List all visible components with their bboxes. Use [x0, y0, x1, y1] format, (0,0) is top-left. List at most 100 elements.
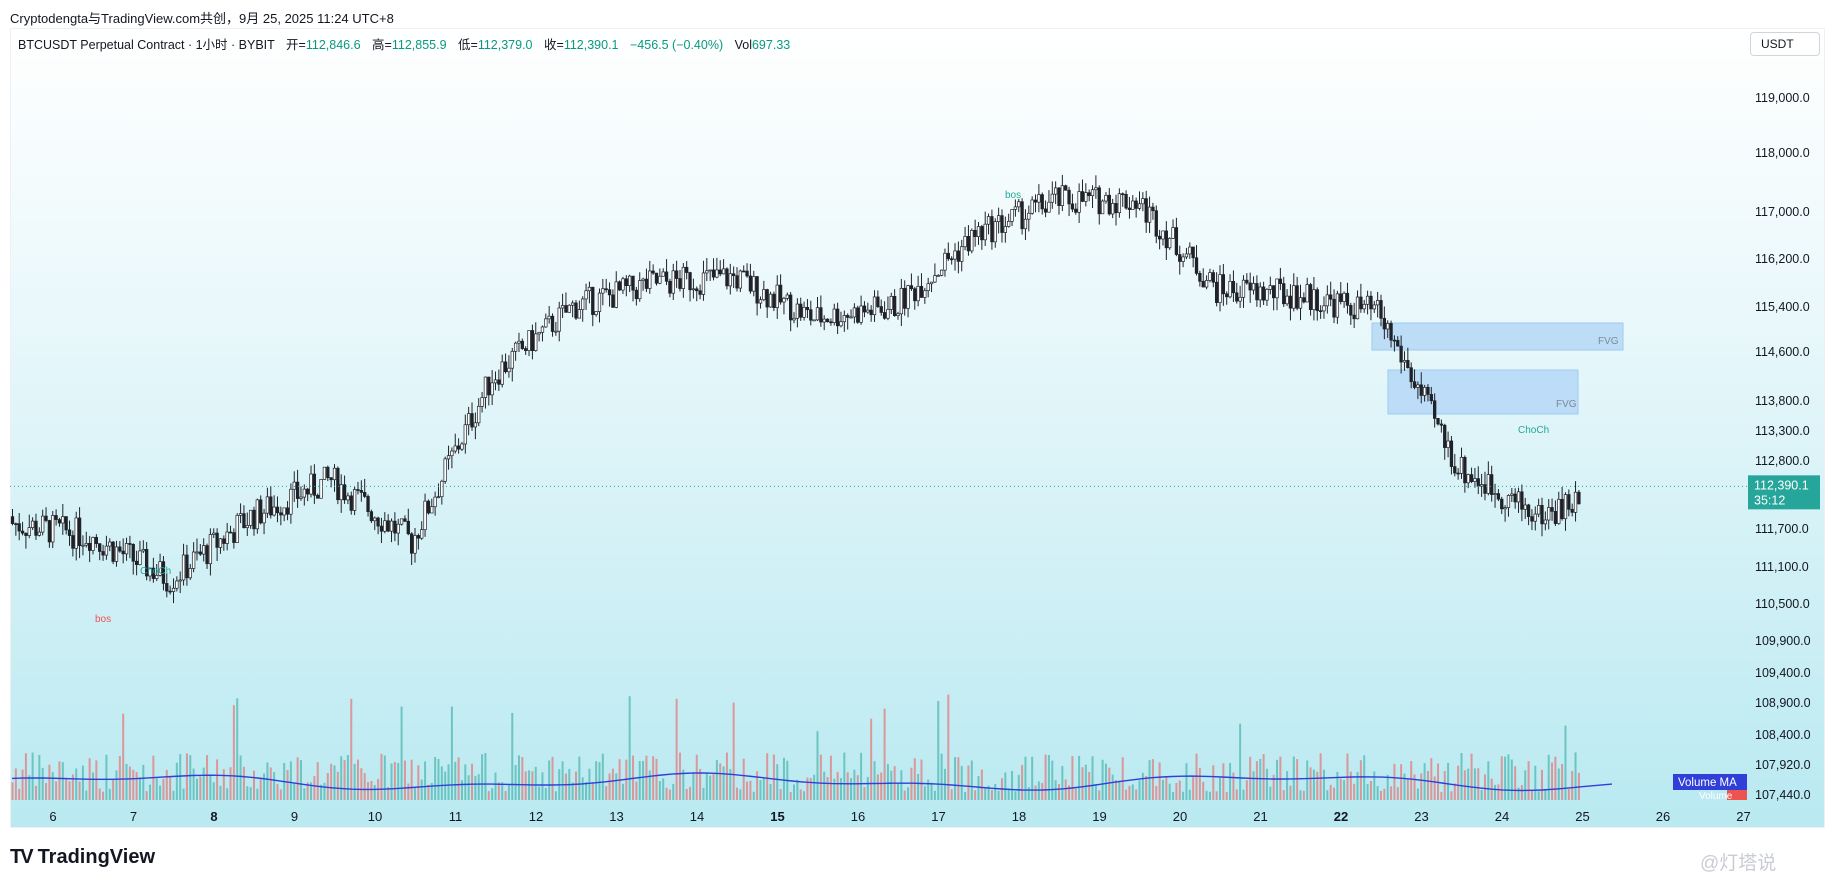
candle-body: [839, 321, 843, 327]
volume-bar: [253, 770, 255, 800]
candle-body: [1439, 423, 1444, 426]
volume-bar: [189, 755, 192, 800]
volume-bar: [346, 755, 349, 800]
volume-bar: [1031, 756, 1034, 800]
volume-bar: [1289, 785, 1292, 800]
candle-body: [1547, 507, 1551, 521]
tradingview-logo[interactable]: TV TradingView: [10, 846, 155, 869]
volume-bar: [524, 771, 527, 800]
volume-bar: [420, 779, 423, 800]
candle-body: [483, 376, 488, 398]
volume-bar: [1430, 758, 1433, 800]
volume-bar: [782, 757, 785, 800]
volume-bar: [132, 769, 135, 800]
candle-body: [1188, 246, 1192, 255]
candle-body: [1020, 201, 1024, 230]
volume-bar: [1178, 780, 1181, 800]
last-price-tag: [1748, 475, 1820, 510]
volume-bar: [387, 787, 390, 800]
volume-bar: [424, 761, 427, 800]
volume-bar: [41, 767, 44, 800]
candle-body: [631, 275, 635, 291]
volume-bar: [843, 752, 846, 800]
symbol-title[interactable]: BTCUSDT Perpetual Contract · 1小时 · BYBIT: [18, 38, 275, 52]
volume-bar: [1507, 754, 1510, 800]
candle-body: [396, 523, 400, 534]
volume-bar: [1071, 756, 1074, 800]
volume-bar: [980, 769, 983, 800]
candle-body: [1573, 491, 1578, 513]
volume-bar: [1333, 787, 1336, 800]
candle-body: [1147, 206, 1152, 223]
candle-body: [1446, 440, 1450, 448]
candle-body: [1111, 203, 1115, 215]
candle-body: [862, 305, 867, 313]
candle-body: [1104, 194, 1108, 202]
volume-ma-line: [11, 772, 1613, 792]
volume-bar: [645, 755, 648, 800]
volume-ma-tag: [1673, 774, 1747, 790]
candle-body: [1100, 200, 1105, 215]
candle-body: [336, 467, 340, 501]
volume-bar: [1101, 759, 1104, 800]
volume-bar: [195, 778, 198, 800]
candle-body: [155, 575, 159, 579]
volume-bar: [930, 782, 933, 800]
volume-bar: [403, 760, 406, 800]
volume-bar: [796, 779, 799, 800]
x-tick-label: 12: [529, 809, 543, 824]
volume-bar: [642, 760, 645, 800]
candle-body: [1466, 474, 1470, 484]
candle-body: [87, 543, 92, 551]
volume-bar: [927, 779, 930, 800]
candle-body: [1191, 246, 1195, 259]
x-tick-label: 27: [1736, 809, 1750, 824]
candle-body: [1536, 505, 1541, 515]
currency-button[interactable]: USDT: [1750, 32, 1820, 56]
volume-bar: [504, 790, 507, 800]
candle-body: [963, 236, 967, 248]
candle-body: [1526, 504, 1531, 517]
candle-body: [1295, 285, 1299, 309]
candle-body: [765, 289, 769, 308]
volume-bar: [1514, 766, 1517, 800]
candle-body: [171, 587, 176, 592]
candle-body: [1292, 285, 1296, 309]
x-tick-label: 20: [1173, 809, 1187, 824]
candle-body: [1406, 360, 1410, 369]
volume-bar: [883, 708, 886, 800]
volume-bar: [1390, 786, 1393, 800]
volume-bar: [1242, 789, 1245, 800]
candle-body: [668, 280, 672, 294]
candle-body: [547, 315, 551, 320]
volume-bar: [662, 778, 665, 800]
candle-body: [913, 288, 917, 302]
volume-bar: [487, 791, 490, 800]
volume-bar: [836, 771, 839, 800]
candle-body: [892, 296, 897, 316]
candle-body: [148, 567, 152, 577]
candle-body: [1178, 254, 1182, 262]
candle-body: [1047, 201, 1051, 213]
candle-body: [84, 543, 88, 546]
chart-area[interactable]: [10, 28, 1825, 828]
candle-body: [1483, 484, 1487, 494]
volume-bar: [477, 774, 480, 800]
candle-body: [252, 509, 256, 530]
candle-body: [1557, 498, 1561, 524]
volume-bar: [1121, 757, 1124, 800]
volume-bar: [1487, 761, 1490, 800]
candle-body: [792, 317, 796, 321]
volume-bar: [199, 776, 202, 800]
low-label: 低=: [458, 38, 478, 52]
candle-body: [1396, 340, 1400, 347]
candle-body: [1479, 484, 1484, 487]
volume-bar: [299, 760, 302, 800]
volume-bar: [1426, 770, 1429, 800]
candle-body: [1382, 317, 1387, 330]
x-tick-label: 10: [368, 809, 382, 824]
x-tick-label: 6: [49, 809, 56, 824]
candle-body: [762, 289, 766, 301]
volume-bar: [564, 773, 567, 800]
candle-body: [232, 532, 236, 543]
